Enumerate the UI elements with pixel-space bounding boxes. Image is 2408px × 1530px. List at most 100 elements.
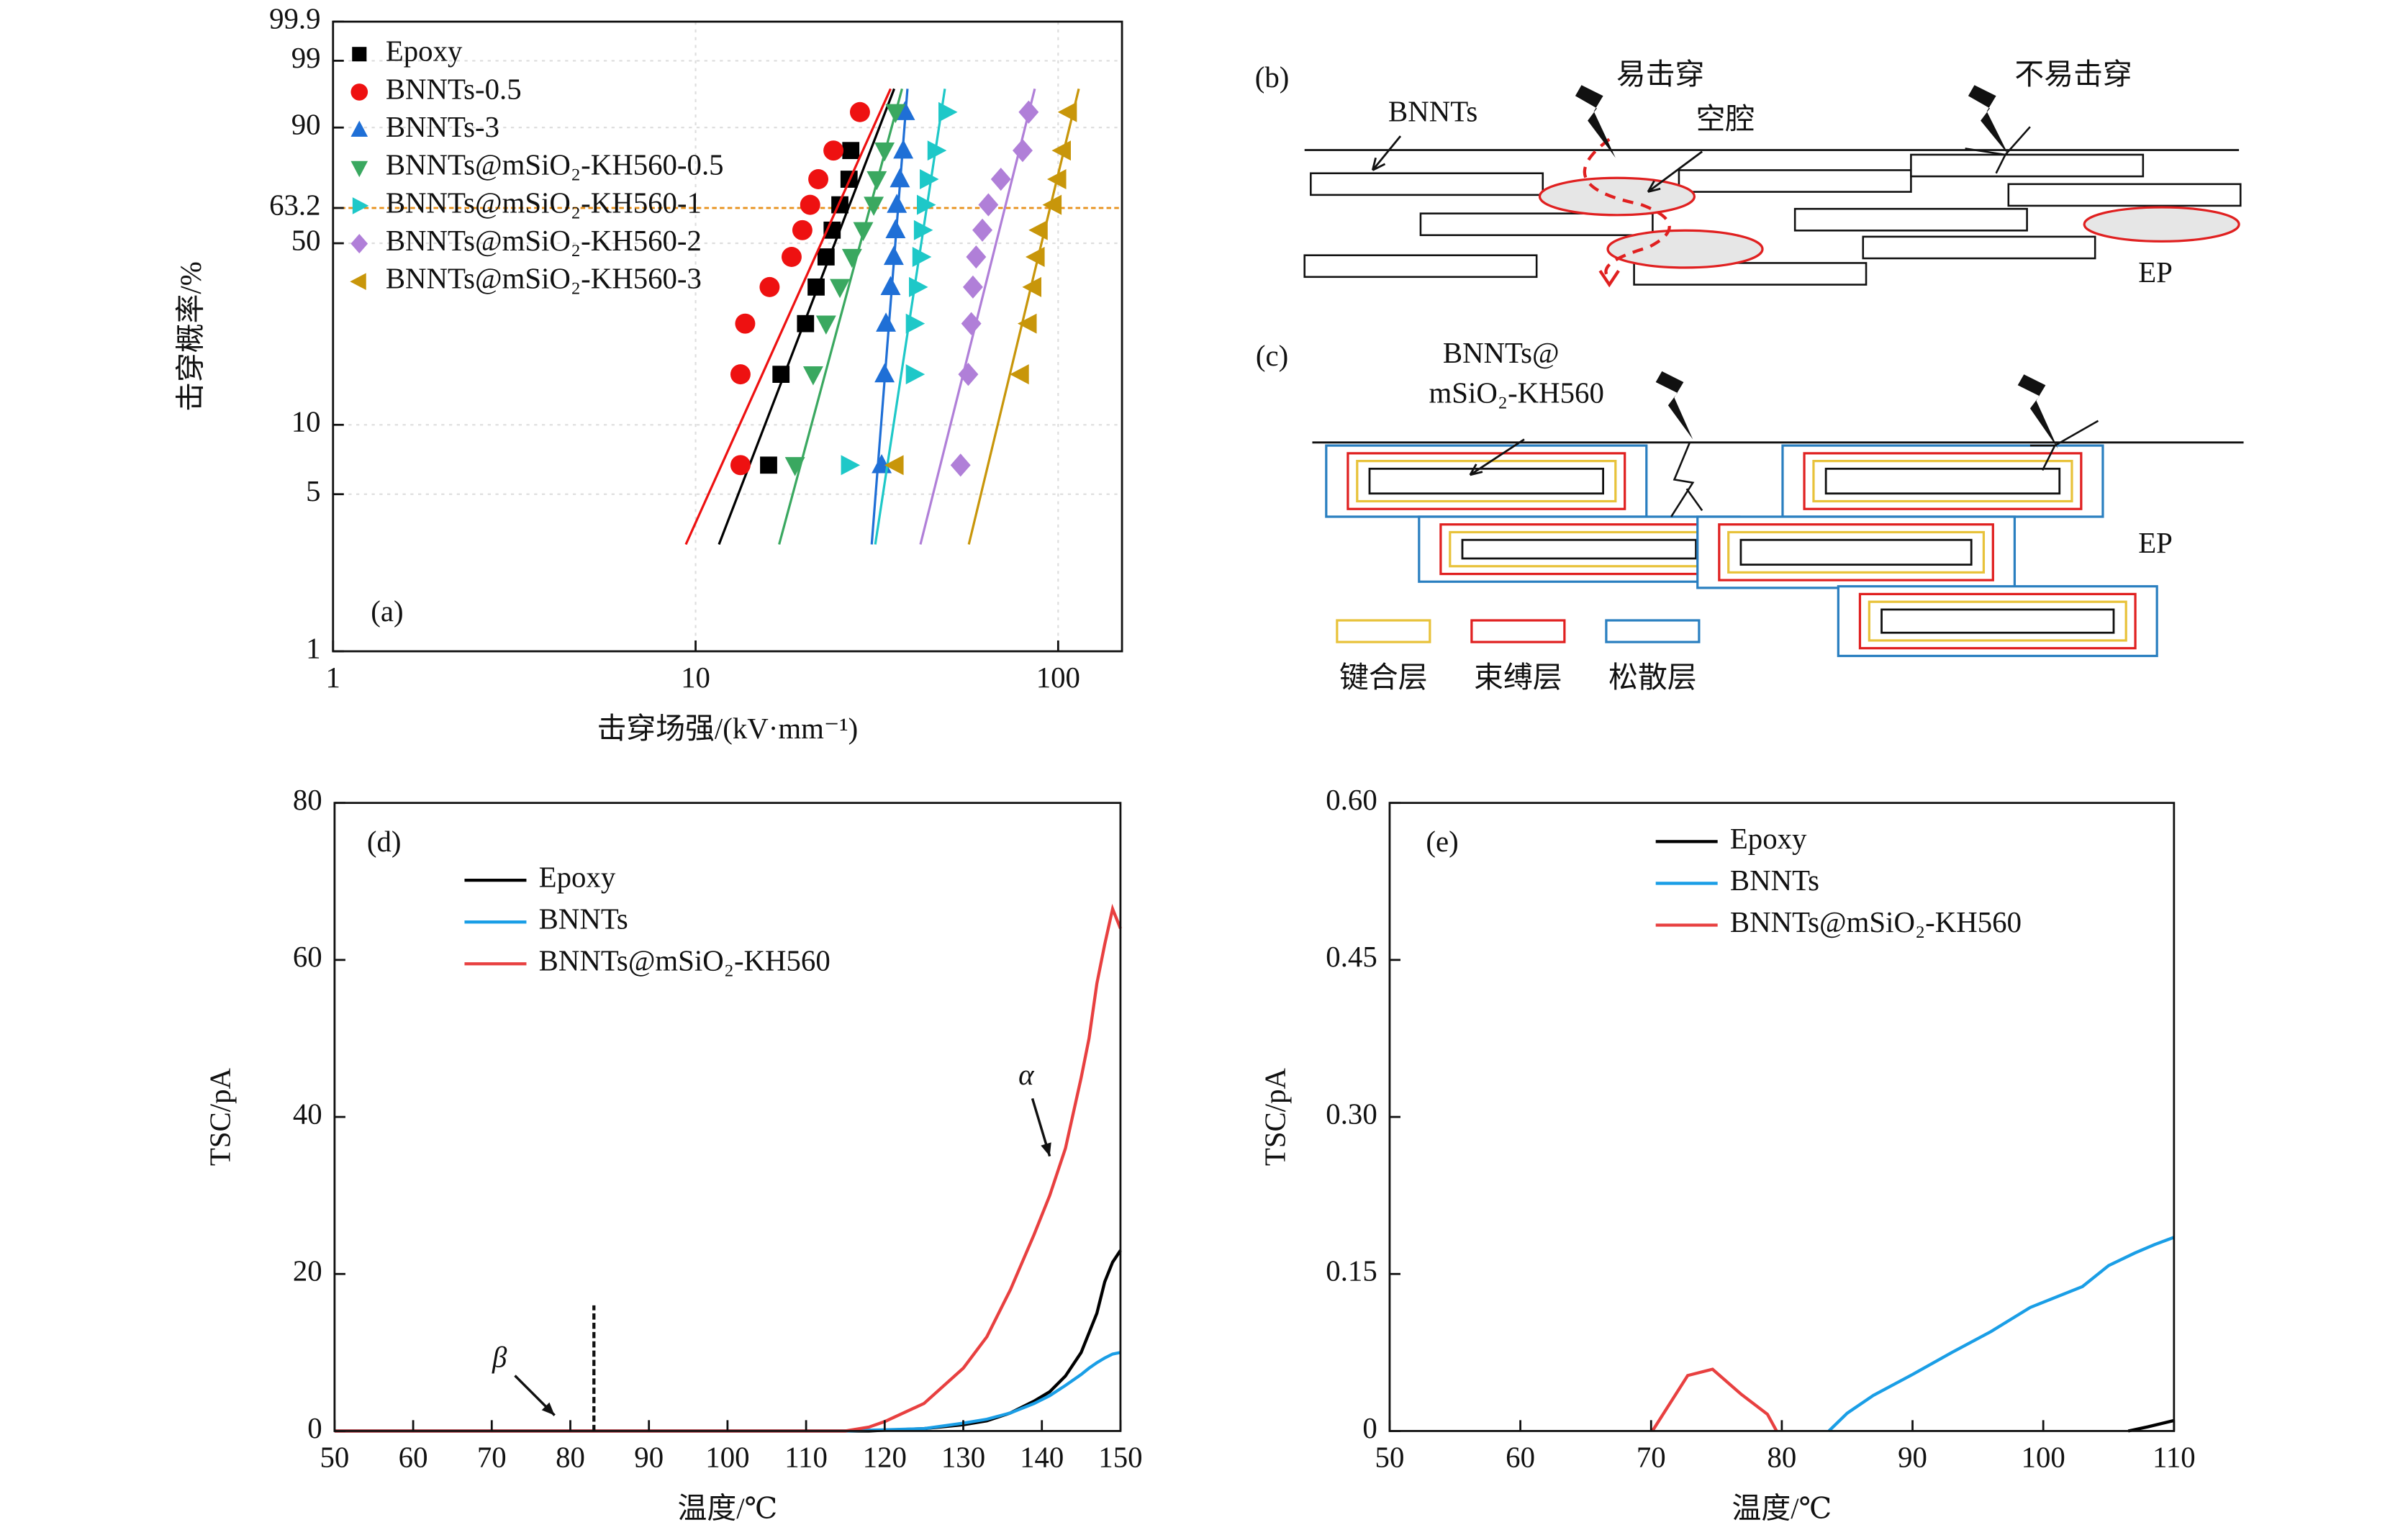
point: [807, 278, 825, 296]
y-tick-label: 0: [1362, 1412, 1377, 1444]
lightning: [2017, 374, 2058, 449]
point: [874, 142, 895, 162]
point: [883, 245, 904, 266]
filler-rod: [1368, 467, 1605, 495]
series-line: [334, 903, 1122, 1433]
x-tick-label: 120: [863, 1441, 907, 1474]
arrowhead: [1598, 269, 1620, 288]
point: [1013, 139, 1033, 163]
point: [784, 457, 805, 476]
legend-marker: [350, 120, 368, 137]
y-tick-label: 99.9: [269, 2, 320, 35]
point: [913, 219, 933, 240]
point: [1017, 313, 1037, 334]
legend-label: 束缚层: [1474, 661, 1562, 694]
fit-line: [778, 88, 903, 545]
series-line: [1651, 1367, 1778, 1432]
point: [792, 219, 813, 240]
panel-label: (b): [1255, 61, 1290, 94]
y-tick-label: 60: [293, 941, 322, 973]
series-line: [334, 1249, 1122, 1433]
x-tick-label: 90: [634, 1441, 664, 1474]
x-tick-label: 100: [2022, 1441, 2065, 1474]
x-tick-label: 140: [1020, 1441, 1064, 1474]
breakdown-path: [1583, 137, 1671, 280]
legend-swatch: [1470, 619, 1566, 643]
point: [917, 194, 936, 215]
x-tick-label: 60: [399, 1441, 428, 1474]
point: [905, 364, 925, 385]
y-tick-label: 0.60: [1326, 784, 1377, 816]
legend-label: BNNTs@mSiO₂-KH560-3: [386, 263, 702, 295]
legend-marker: [350, 233, 368, 254]
point: [841, 248, 862, 268]
legend-marker: [350, 83, 368, 101]
plot-frame: [333, 802, 1122, 1432]
legend-marker: [352, 197, 369, 214]
annotation: β: [492, 1341, 507, 1374]
pointer: [1469, 438, 1525, 476]
label: BNNTs: [1388, 95, 1477, 127]
bound-layer: [1858, 592, 2137, 650]
point: [800, 194, 820, 215]
point: [905, 313, 925, 334]
legend-label: BNNTs@mSiO₂-KH560-2: [386, 225, 702, 257]
point: [1018, 100, 1039, 124]
legend-label: BNNTs@mSiO₂-KH560: [539, 945, 830, 977]
legend-label: BNNTs-3: [386, 111, 499, 143]
crack: [1965, 126, 2031, 174]
point: [927, 140, 947, 161]
point: [890, 168, 910, 188]
point: [884, 455, 904, 476]
point: [842, 142, 860, 160]
series-line: [2127, 1418, 2175, 1433]
point: [1042, 194, 1062, 215]
point: [802, 366, 823, 386]
point: [760, 456, 777, 474]
y-tick-label: 63.2: [269, 189, 320, 221]
x-axis-title: 击穿场强/(kV·mm⁻¹): [597, 712, 859, 745]
label: 不易击穿: [2014, 58, 2132, 91]
label: BNNTs@: [1443, 337, 1560, 369]
point: [730, 364, 751, 385]
y-axis-title: 击穿概率/%: [175, 261, 207, 412]
y-tick-label: 0: [307, 1412, 322, 1444]
fit-line: [967, 89, 1080, 545]
y-tick-label: 40: [293, 1097, 322, 1130]
point: [772, 366, 790, 384]
point: [808, 169, 829, 189]
point: [885, 219, 906, 238]
x-tick-label: 70: [1637, 1441, 1666, 1474]
point: [815, 315, 836, 335]
plot-frame: [332, 20, 1123, 653]
arrowhead: [1041, 1142, 1051, 1156]
series-line: [1827, 1236, 2175, 1432]
arrowhead: [541, 1402, 555, 1416]
y-tick-label: 0.15: [1326, 1255, 1377, 1287]
lightning: [1575, 85, 1616, 158]
x-tick-label: 80: [1767, 1441, 1796, 1474]
point: [950, 453, 971, 477]
y-tick-label: 90: [291, 109, 321, 141]
y-tick-label: 50: [291, 224, 321, 256]
point: [1057, 101, 1077, 122]
y-tick-label: 10: [291, 406, 321, 438]
x-tick-label: 90: [1898, 1441, 1927, 1474]
point: [962, 275, 983, 299]
point: [781, 247, 802, 267]
series-line: [334, 1351, 1121, 1433]
filler-rod: [1461, 538, 1697, 560]
y-axis-title: TSC/pA: [1259, 1067, 1292, 1166]
bonding-layer: [1356, 459, 1617, 503]
panel-label: (e): [1426, 825, 1458, 858]
label: EP: [2138, 256, 2173, 289]
point: [830, 279, 851, 299]
point: [880, 276, 901, 296]
point: [893, 139, 914, 159]
panel-label: (c): [1256, 340, 1288, 372]
x-tick-label: 80: [556, 1441, 585, 1474]
panel-label: (a): [371, 595, 403, 628]
x-tick-label: 130: [941, 1441, 985, 1474]
plot-frame: [1388, 802, 2176, 1432]
